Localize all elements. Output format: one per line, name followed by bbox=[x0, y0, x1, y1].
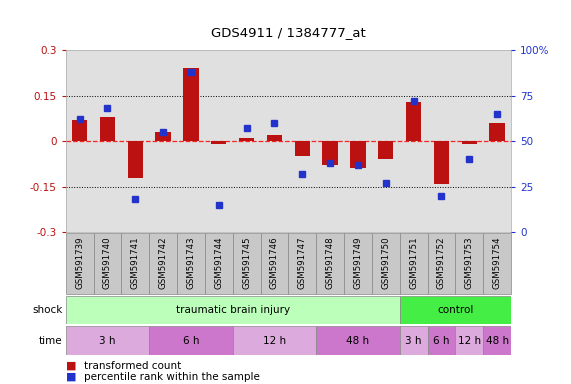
Bar bbox=[483, 233, 511, 294]
Bar bbox=[66, 233, 94, 294]
Text: GSM591753: GSM591753 bbox=[465, 236, 474, 289]
Text: percentile rank within the sample: percentile rank within the sample bbox=[84, 372, 260, 382]
Text: ■: ■ bbox=[66, 361, 76, 371]
Text: 3 h: 3 h bbox=[405, 336, 422, 346]
Text: 48 h: 48 h bbox=[347, 336, 369, 346]
Bar bbox=[461, 141, 477, 144]
Text: GSM591744: GSM591744 bbox=[214, 236, 223, 289]
Text: 12 h: 12 h bbox=[458, 336, 481, 346]
Text: GSM591746: GSM591746 bbox=[270, 236, 279, 289]
Text: 6 h: 6 h bbox=[433, 336, 450, 346]
Text: traumatic brain injury: traumatic brain injury bbox=[176, 305, 289, 315]
Bar bbox=[323, 141, 338, 166]
Text: GDS4911 / 1384777_at: GDS4911 / 1384777_at bbox=[211, 26, 366, 39]
Text: control: control bbox=[437, 305, 473, 315]
Bar bbox=[72, 120, 87, 141]
Text: 48 h: 48 h bbox=[485, 336, 509, 346]
Text: GSM591747: GSM591747 bbox=[297, 236, 307, 289]
Bar bbox=[434, 141, 449, 184]
Bar bbox=[205, 233, 233, 294]
Bar bbox=[149, 233, 177, 294]
Bar bbox=[260, 233, 288, 294]
Bar bbox=[122, 233, 149, 294]
Bar bbox=[406, 102, 421, 141]
Bar bbox=[456, 326, 483, 355]
Bar bbox=[149, 326, 233, 355]
Bar bbox=[233, 233, 260, 294]
Bar bbox=[183, 68, 199, 141]
Text: GSM591743: GSM591743 bbox=[186, 236, 195, 289]
Text: GSM591750: GSM591750 bbox=[381, 236, 391, 289]
Bar bbox=[66, 296, 400, 324]
Bar bbox=[378, 141, 393, 159]
Text: GSM591745: GSM591745 bbox=[242, 236, 251, 289]
Bar bbox=[66, 326, 149, 355]
Bar bbox=[483, 326, 511, 355]
Text: shock: shock bbox=[33, 305, 63, 315]
Text: 6 h: 6 h bbox=[183, 336, 199, 346]
Bar bbox=[211, 141, 227, 144]
Bar bbox=[127, 141, 143, 178]
Text: GSM591752: GSM591752 bbox=[437, 236, 446, 289]
Text: GSM591742: GSM591742 bbox=[159, 236, 168, 289]
Bar bbox=[428, 233, 456, 294]
Bar bbox=[344, 233, 372, 294]
Bar bbox=[267, 135, 282, 141]
Bar bbox=[316, 326, 400, 355]
Bar bbox=[350, 141, 365, 169]
Bar bbox=[400, 233, 428, 294]
Text: ■: ■ bbox=[66, 372, 76, 382]
Text: GSM591749: GSM591749 bbox=[353, 236, 363, 289]
Bar bbox=[456, 233, 483, 294]
Bar bbox=[316, 233, 344, 294]
Bar bbox=[94, 233, 122, 294]
Bar bbox=[400, 296, 511, 324]
Text: GSM591751: GSM591751 bbox=[409, 236, 418, 289]
Text: GSM591739: GSM591739 bbox=[75, 236, 84, 289]
Text: GSM591740: GSM591740 bbox=[103, 236, 112, 289]
Bar bbox=[177, 233, 205, 294]
Bar bbox=[489, 123, 505, 141]
Bar bbox=[400, 326, 428, 355]
Bar bbox=[100, 117, 115, 141]
Text: transformed count: transformed count bbox=[84, 361, 181, 371]
Text: GSM591748: GSM591748 bbox=[325, 236, 335, 289]
Text: GSM591754: GSM591754 bbox=[493, 236, 502, 289]
Bar bbox=[428, 326, 456, 355]
Bar bbox=[288, 233, 316, 294]
Bar bbox=[155, 132, 171, 141]
Bar bbox=[295, 141, 310, 156]
Text: 12 h: 12 h bbox=[263, 336, 286, 346]
Text: GSM591741: GSM591741 bbox=[131, 236, 140, 289]
Bar bbox=[372, 233, 400, 294]
Bar bbox=[233, 326, 316, 355]
Text: time: time bbox=[39, 336, 63, 346]
Bar bbox=[239, 138, 254, 141]
Text: 3 h: 3 h bbox=[99, 336, 116, 346]
